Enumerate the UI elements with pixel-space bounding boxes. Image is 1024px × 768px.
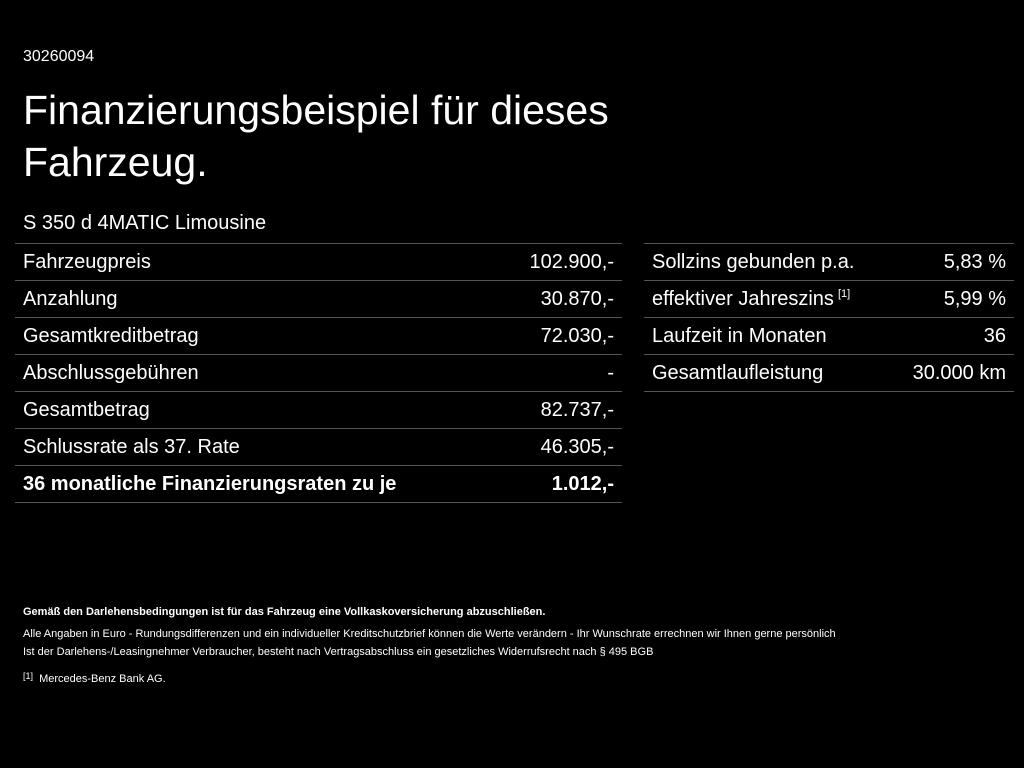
row-value: 30.870,- [497,280,622,318]
note: Alle Angaben in Euro - Rundungsdifferenz… [23,628,836,640]
row-label: 36 monatliche Finanzierungsraten zu je [15,465,498,503]
row-label: Gesamtbetrag [15,391,498,429]
right-table: Sollzins gebunden p.a. 5,83 % effektiver J… [644,243,1014,392]
row-label: Gesamtkreditbetrag [15,317,498,355]
row-value: 102.900,- [497,243,622,281]
row-value: 36 [890,317,1014,355]
footnote-marker: [1] [23,671,34,681]
row-label: Fahrzeugpreis [15,243,498,281]
row-label: Anzahlung [15,280,498,318]
model: S 350 d 4MATIC Limousine [23,212,267,234]
note: Gemäß den Darlehensbedingungen ist für d… [23,606,546,618]
row-label: Gesamtlaufleistung [644,354,891,392]
row-value: 30.000 km [890,354,1014,392]
table-row: Schlussrate als 37. Rate 46.305,- [15,428,622,466]
label-text: Gesamtlaufleistung [652,361,824,384]
table-row: effektiver Jahreszins [1] 5,99 % [644,280,1014,318]
table-row: Fahrzeugpreis 102.900,- [15,243,622,281]
table-row: Anzahlung 30.870,- [15,280,622,318]
footnote-text: Mercedes-Benz Bank AG. [39,673,166,685]
row-value: 82.737,- [497,391,622,429]
row-label: Sollzins gebunden p.a. [644,243,891,281]
row-value: 72.030,- [497,317,622,355]
table-row: 36 monatliche Finanzierungsraten zu je 1.… [15,465,622,503]
row-value: 5,99 % [890,280,1014,318]
row-value: - [497,354,622,392]
label-text: effektiver Jahreszins [652,287,834,310]
table-row: Sollzins gebunden p.a. 5,83 % [644,243,1014,281]
row-label: Abschlussgebühren [15,354,498,392]
table-row: Abschlussgebühren - [15,354,622,392]
row-value: 1.012,- [497,465,622,503]
row-label: Schlussrate als 37. Rate [15,428,498,466]
label-text: Laufzeit in Monaten [652,324,827,347]
row-value: 5,83 % [890,243,1014,281]
id: 30260094 [23,48,95,65]
footnote: [1] Mercedes-Benz Bank AG. [23,671,166,685]
row-label: Laufzeit in Monaten [644,317,891,355]
title: Finanzierungsbeispiel für dieses Fahrzeu… [23,87,609,185]
footnote-ref: [1] [837,287,851,300]
table-row: Gesamtlaufleistung 30.000 km [644,354,1014,392]
left-table: Fahrzeugpreis 102.900,- Anzahlung 30.870,- G… [15,243,622,503]
label-text: Sollzins gebunden p.a. [652,250,855,273]
note: Ist der Darlehens-/Leasingnehmer Verbrau… [23,646,654,658]
table-row: Laufzeit in Monaten 36 [644,317,1014,355]
table-row: Gesamtbetrag 82.737,- [15,391,622,429]
table-row: Gesamtkreditbetrag 72.030,- [15,317,622,355]
row-value: 46.305,- [497,428,622,466]
row-label: effektiver Jahreszins [1] [644,280,891,318]
